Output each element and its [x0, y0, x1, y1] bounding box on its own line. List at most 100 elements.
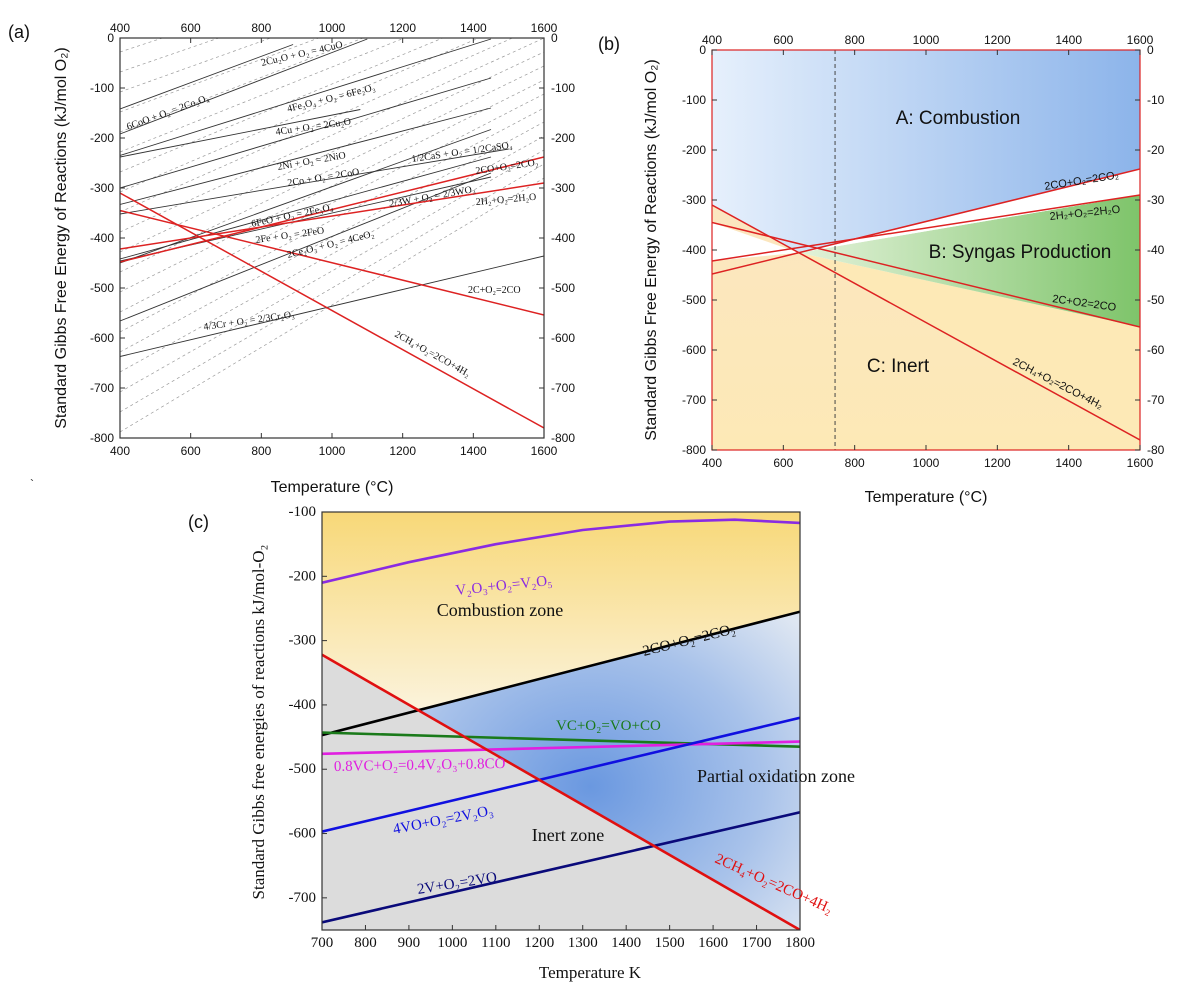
- chart-b-y-axis-label: Standard Gibbs Free Energy of Reactions …: [643, 59, 660, 440]
- x-tick-label-top: 1400: [1055, 33, 1082, 47]
- zone-combustion-area: [322, 512, 800, 711]
- panel-label-b: (b): [598, 34, 620, 54]
- zone-a-combustion: A: Combustion: [896, 108, 1021, 129]
- label-6CoO: 6CoO + O₂ = 2Co₃O₄: [125, 93, 211, 133]
- series-line-2: [712, 221, 1140, 328]
- y-tick-label-right: -500: [551, 281, 575, 295]
- zone-inert: Inert zone: [532, 825, 604, 845]
- label-c-VC-V2O3: 0.8VC+O₂=0.4V₂O₃+0.8CO: [334, 756, 506, 775]
- series-line-3: [712, 204, 1140, 441]
- x-tick-label: 1600: [531, 444, 558, 458]
- chart-c: 700 800 900 1000 1100 1200 1300 1400 1500 1600 170…: [249, 504, 855, 982]
- y-tick-label: -100: [90, 81, 114, 95]
- x-tick-label: 400: [702, 456, 722, 470]
- x-tick-label-top: 400: [702, 33, 722, 47]
- guide-dashed-line: [120, 163, 544, 413]
- x-tick-label: 1400: [611, 935, 641, 951]
- chart-b-ticks: 400 400 600 600 800 800 1000 1000 1200 1200 1400 14…: [682, 33, 1165, 470]
- x-tick-label: 1800: [785, 935, 815, 951]
- x-tick-label: 600: [181, 444, 201, 458]
- x-tick-label-top: 800: [251, 21, 271, 35]
- x-tick-label: 1200: [524, 935, 554, 951]
- y-tick-label-right: -80: [1147, 443, 1165, 457]
- y-tick-label-right: 0: [551, 31, 558, 45]
- x-tick-label: 600: [773, 456, 793, 470]
- y-tick-label-right: -600: [551, 331, 575, 345]
- chart-a-guide-lines: [120, 38, 544, 433]
- series-line-13: [120, 182, 544, 250]
- y-tick-label: -100: [682, 93, 706, 107]
- y-tick-label: -600: [289, 826, 317, 842]
- y-tick-label-right: -30: [1147, 193, 1165, 207]
- series-line-3: [322, 740, 800, 756]
- guide-dashed-line: [120, 79, 544, 293]
- y-tick-label: 0: [107, 31, 114, 45]
- chart-a-series-group: [120, 38, 544, 429]
- label-a-CO-CO2: 2CO+O₂=2CO₂: [475, 157, 539, 177]
- guide-dashed-line: [120, 107, 544, 333]
- panel-label-c: (c): [188, 512, 209, 532]
- label-Co: 2Co + O₂ = 2CoO: [287, 167, 360, 189]
- y-tick-label-right: -50: [1147, 293, 1165, 307]
- y-tick-label-right: -700: [551, 381, 575, 395]
- y-tick-label-right: -200: [551, 131, 575, 145]
- y-tick-label: -100: [289, 504, 317, 520]
- guide-dashed-line: [120, 135, 544, 373]
- y-tick-label: -300: [90, 181, 114, 195]
- y-tick-label: -300: [682, 193, 706, 207]
- series-line-0: [322, 518, 800, 584]
- chart-c-frame: [321, 511, 801, 931]
- x-tick-label-top: 800: [845, 33, 865, 47]
- y-tick-label: -400: [90, 231, 114, 245]
- chart-c-x-axis-label: Temperature K: [539, 963, 642, 982]
- x-tick-label: 1600: [1127, 456, 1154, 470]
- y-tick-label: -500: [90, 281, 114, 295]
- series-line-8: [120, 156, 492, 260]
- zone-partial-area: [418, 611, 800, 930]
- series-line-12: [120, 156, 544, 263]
- x-tick-label-top: 1400: [460, 21, 487, 35]
- y-tick-label: -700: [289, 890, 317, 906]
- y-tick-label: -200: [90, 131, 114, 145]
- x-tick-label-top: 1200: [389, 21, 416, 35]
- y-tick-label-right: -40: [1147, 243, 1165, 257]
- x-tick-label: 400: [110, 444, 130, 458]
- guide-dashed-line: [120, 121, 544, 353]
- x-tick-label-top: 1600: [1127, 33, 1154, 47]
- series-line-2: [120, 38, 492, 156]
- y-tick-label-right: -300: [551, 181, 575, 195]
- y-tick-label: -800: [90, 431, 114, 445]
- y-tick-label: -700: [682, 393, 706, 407]
- label-c-VC-VO: VC+O₂=VO+CO: [556, 718, 661, 734]
- guide-dashed-line: [120, 38, 514, 213]
- guide-dashed-line: [120, 38, 406, 153]
- chart-a: 400 400 600 600 800 800 1000 1000 1200 1200 1400 14…: [53, 21, 575, 496]
- label-W: 2/3W + O₂ = 2/3WO₃: [389, 184, 477, 210]
- y-tick-label-right: -800: [551, 431, 575, 445]
- x-tick-label-top: 400: [110, 21, 130, 35]
- x-tick-label: 1100: [481, 935, 510, 951]
- x-tick-label: 1400: [1055, 456, 1082, 470]
- series-line-10: [120, 172, 492, 322]
- series-line-5: [322, 811, 800, 924]
- x-tick-label: 1000: [437, 935, 467, 951]
- zone-c-inert: C: Inert: [867, 356, 930, 377]
- y-tick-label: -500: [289, 761, 317, 777]
- x-tick-label: 800: [354, 935, 377, 951]
- series-line-0: [712, 168, 1140, 275]
- chart-c-ticks: 700 800 900 1000 1100 1200 1300 1400 1500 1600 170…: [289, 504, 816, 951]
- x-tick-label-top: 1200: [984, 33, 1011, 47]
- series-line-1: [712, 194, 1140, 262]
- guide-dashed-line: [120, 38, 220, 73]
- series-line-3: [120, 109, 361, 158]
- y-tick-label: -400: [682, 243, 706, 257]
- panel-label-a: (a): [8, 22, 30, 42]
- label-Cu-Cu2O: 4Cu + O₂ = 2Cu₂O: [275, 116, 352, 137]
- guide-dashed-line: [120, 93, 544, 313]
- label-a-H2-H2O: 2H₂+O₂=2H₂O: [475, 192, 536, 208]
- y-tick-label-right: 0: [1147, 43, 1154, 57]
- chart-c-zones: [322, 512, 800, 930]
- x-tick-label: 1000: [913, 456, 940, 470]
- series-line-7: [120, 129, 492, 264]
